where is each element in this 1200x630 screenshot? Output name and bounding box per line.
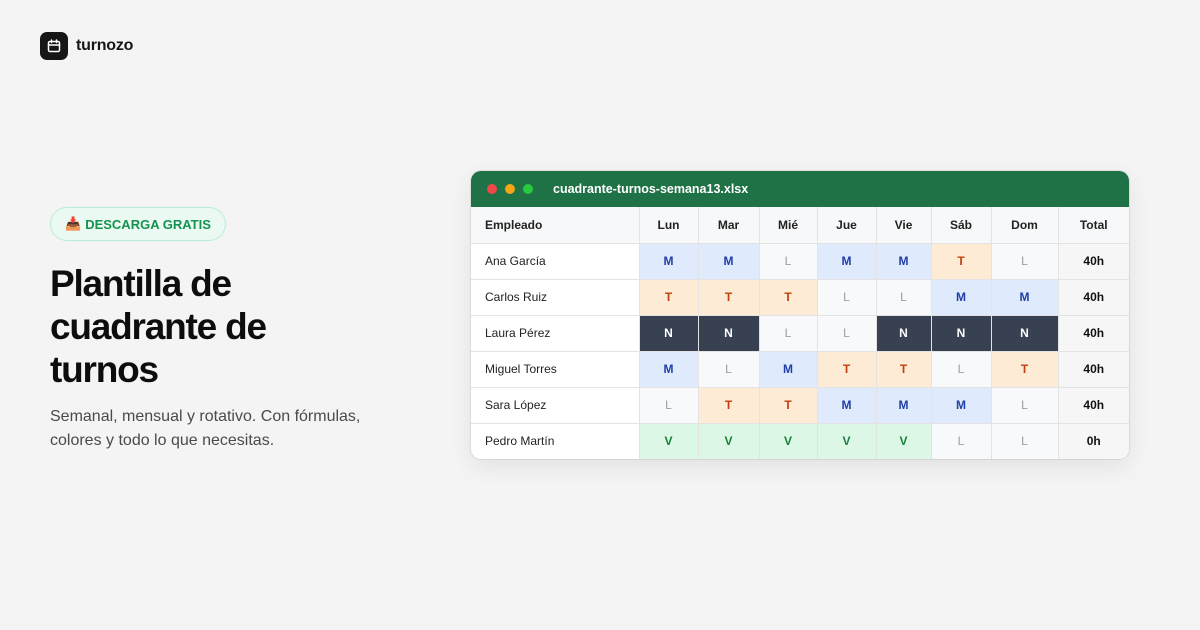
shift-cell[interactable]: T: [759, 387, 818, 424]
employee-name[interactable]: Miguel Torres: [471, 351, 640, 388]
calendar-icon: [40, 32, 68, 60]
column-header: Mar: [698, 207, 760, 244]
column-header: Dom: [991, 207, 1059, 244]
page-title: Plantilla de cuadrante de turnos: [50, 263, 267, 390]
inbox-tray-icon: 📥: [65, 216, 82, 231]
shift-table: Empleado Lun Mar Mié Jue Vie Sáb Dom Total Ana G…: [471, 207, 1129, 459]
total-hours: 40h: [1058, 315, 1129, 352]
shift-cell[interactable]: M: [817, 243, 877, 280]
shift-cell[interactable]: T: [991, 351, 1059, 388]
table-body: Ana García M M L M M T L 40h Carlos Ruiz T T T L L M M 40…: [471, 243, 1129, 459]
employee-name[interactable]: Ana García: [471, 243, 640, 280]
shift-cell[interactable]: L: [931, 423, 992, 459]
column-header: Sáb: [931, 207, 992, 244]
table-row: Miguel Torres M L M T T L T 40h: [471, 351, 1129, 388]
total-hours: 0h: [1058, 423, 1129, 459]
table-row: Laura Pérez N N L L N N N 40h: [471, 315, 1129, 352]
shift-cell[interactable]: L: [759, 315, 818, 352]
shift-cell[interactable]: N: [876, 315, 932, 352]
shift-cell[interactable]: L: [817, 279, 877, 316]
shift-cell[interactable]: N: [991, 315, 1059, 352]
column-header: Lun: [639, 207, 699, 244]
shift-cell[interactable]: M: [991, 279, 1059, 316]
employee-name[interactable]: Carlos Ruiz: [471, 279, 640, 316]
close-window-dot[interactable]: [487, 184, 497, 194]
maximize-window-dot[interactable]: [523, 184, 533, 194]
column-header: Mié: [759, 207, 818, 244]
shift-cell[interactable]: L: [759, 243, 818, 280]
shift-cell[interactable]: L: [639, 387, 699, 424]
column-header: Total: [1058, 207, 1129, 244]
shift-cell[interactable]: M: [931, 279, 992, 316]
shift-cell[interactable]: T: [931, 243, 992, 280]
shift-cell[interactable]: N: [639, 315, 699, 352]
shift-cell[interactable]: N: [698, 315, 760, 352]
shift-cell[interactable]: M: [876, 387, 932, 424]
shift-cell[interactable]: V: [639, 423, 699, 459]
table-header-row: Empleado Lun Mar Mié Jue Vie Sáb Dom Total: [471, 207, 1129, 244]
shift-cell[interactable]: L: [698, 351, 760, 388]
minimize-window-dot[interactable]: [505, 184, 515, 194]
table-row: Sara López L T T M M M L 40h: [471, 387, 1129, 424]
shift-cell[interactable]: L: [876, 279, 932, 316]
shift-cell[interactable]: V: [759, 423, 818, 459]
download-badge: 📥 DESCARGA GRATIS: [50, 207, 226, 241]
shift-cell[interactable]: T: [639, 279, 699, 316]
shift-cell[interactable]: L: [931, 351, 992, 388]
shift-cell[interactable]: M: [639, 351, 699, 388]
shift-cell[interactable]: V: [876, 423, 932, 459]
spreadsheet-window: cuadrante-turnos-semana13.xlsx Empleado L…: [471, 171, 1129, 459]
shift-cell[interactable]: T: [698, 279, 760, 316]
brand-logo[interactable]: turnozo: [40, 32, 133, 60]
total-hours: 40h: [1058, 243, 1129, 280]
shift-cell[interactable]: L: [817, 315, 877, 352]
shift-cell[interactable]: T: [698, 387, 760, 424]
total-hours: 40h: [1058, 351, 1129, 388]
shift-cell[interactable]: L: [991, 243, 1059, 280]
shift-cell[interactable]: L: [991, 387, 1059, 424]
column-header: Vie: [876, 207, 932, 244]
file-name: cuadrante-turnos-semana13.xlsx: [553, 182, 749, 196]
employee-name[interactable]: Laura Pérez: [471, 315, 640, 352]
shift-cell[interactable]: L: [991, 423, 1059, 459]
total-hours: 40h: [1058, 387, 1129, 424]
shift-cell[interactable]: M: [817, 387, 877, 424]
badge-label: DESCARGA GRATIS: [85, 216, 211, 232]
total-hours: 40h: [1058, 279, 1129, 316]
page-subtitle: Semanal, mensual y rotativo. Con fórmula…: [50, 408, 361, 449]
employee-name[interactable]: Sara López: [471, 387, 640, 424]
shift-cell[interactable]: M: [931, 387, 992, 424]
shift-cell[interactable]: V: [817, 423, 877, 459]
shift-cell[interactable]: M: [876, 243, 932, 280]
shift-cell[interactable]: M: [759, 351, 818, 388]
table-row: Ana García M M L M M T L 40h: [471, 243, 1129, 280]
table-row: Carlos Ruiz T T T L L M M 40h: [471, 279, 1129, 316]
shift-cell[interactable]: M: [639, 243, 699, 280]
column-header: Empleado: [471, 207, 640, 244]
shift-cell[interactable]: T: [759, 279, 818, 316]
shift-cell[interactable]: V: [698, 423, 760, 459]
shift-cell[interactable]: N: [931, 315, 992, 352]
window-titlebar: cuadrante-turnos-semana13.xlsx: [471, 171, 1129, 207]
shift-cell[interactable]: T: [876, 351, 932, 388]
shift-cell[interactable]: T: [817, 351, 877, 388]
shift-cell[interactable]: M: [698, 243, 760, 280]
column-header: Jue: [817, 207, 877, 244]
table-row: Pedro Martín V V V V V L L 0h: [471, 423, 1129, 459]
employee-name[interactable]: Pedro Martín: [471, 423, 640, 459]
brand-name: turnozo: [76, 37, 134, 54]
